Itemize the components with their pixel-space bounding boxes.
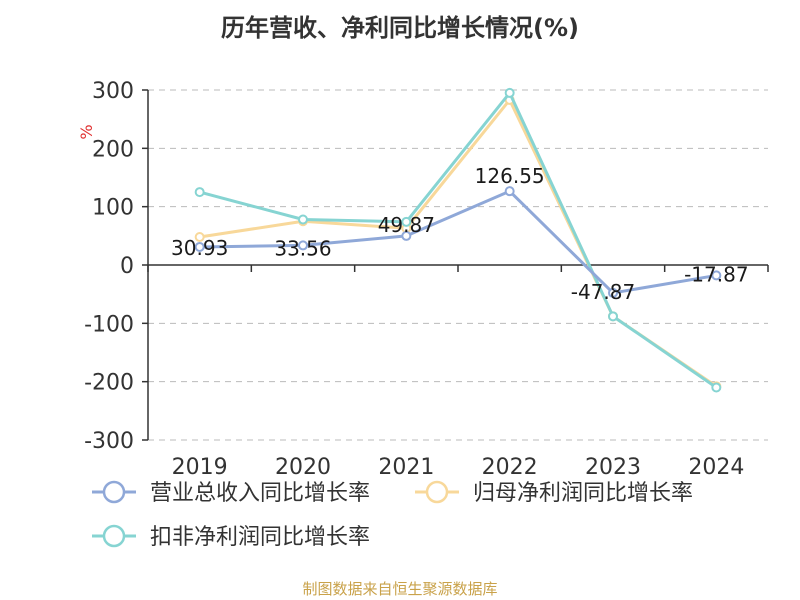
- y-tick-label: -300: [84, 429, 134, 454]
- x-tick-label: 2021: [378, 455, 434, 480]
- y-tick-label: -100: [84, 312, 134, 337]
- y-tick-label: 300: [92, 79, 134, 104]
- y-tick-label: -200: [84, 371, 134, 396]
- data-point: [711, 270, 722, 281]
- data-label: 33.56: [274, 236, 331, 260]
- x-tick-label: 2024: [688, 455, 744, 480]
- source-note: 制图数据来自恒生聚源数据库: [302, 580, 498, 598]
- x-tick-label: 2023: [585, 455, 641, 480]
- data-point: [608, 311, 618, 322]
- data-label: 126.55: [475, 164, 545, 188]
- series-line: [199, 91, 718, 389]
- y-tick-label: 0: [120, 254, 134, 279]
- legend-label: 扣非净利润同比增长率: [150, 525, 370, 550]
- legend-label: 归母净利润同比增长率: [473, 481, 693, 506]
- data-point: [504, 87, 515, 98]
- y-tick-label: 100: [92, 196, 134, 221]
- data-point: [298, 214, 308, 225]
- data-point: [194, 241, 205, 252]
- data-point: [401, 230, 412, 241]
- axis-layer: 300 200 100 0 -100 -200 -300 2019 2020 2021 2022 20…: [77, 79, 769, 480]
- legend-swatch-marker: [102, 524, 126, 548]
- data-label: 30.93: [171, 236, 228, 260]
- data-point: [401, 216, 412, 227]
- y-tick-label: 200: [92, 137, 134, 162]
- y-axis-unit: %: [77, 124, 96, 139]
- x-tick-label: 2019: [172, 455, 228, 480]
- data-point: [194, 232, 205, 242]
- data-label-layer: 30.93 33.56 49.87 126.55 -47.87 -17.87: [171, 164, 749, 304]
- x-tick-label: 2020: [275, 455, 331, 480]
- legend-swatch-marker: [102, 480, 126, 504]
- chart-title: 历年营收、净利同比增长情况(%): [221, 14, 579, 42]
- data-point: [298, 240, 308, 251]
- data-point: [711, 382, 722, 393]
- series-layer: [194, 87, 722, 393]
- series-line: [199, 189, 717, 295]
- x-tick-label: 2022: [482, 455, 538, 480]
- data-point: [608, 287, 618, 298]
- data-point: [504, 186, 515, 197]
- legend-swatch-marker: [425, 480, 449, 504]
- data-label: -17.87: [684, 262, 748, 286]
- data-point: [194, 187, 205, 198]
- legend-label: 营业总收入同比增长率: [150, 481, 370, 506]
- data-label: -47.87: [571, 280, 635, 304]
- data-label: 49.87: [378, 213, 435, 237]
